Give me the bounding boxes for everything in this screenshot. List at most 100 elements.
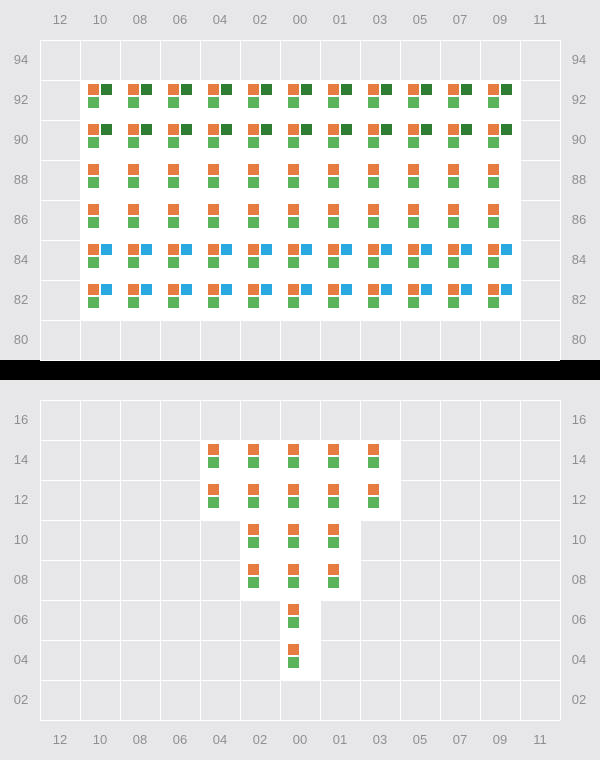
data-cell[interactable] (160, 160, 200, 200)
data-cell[interactable] (280, 520, 320, 560)
data-cell[interactable] (280, 640, 320, 680)
marker-bl (128, 137, 139, 148)
y-axis-label-right: 14 (564, 452, 594, 467)
data-cell[interactable] (480, 80, 520, 120)
data-cell[interactable] (80, 160, 120, 200)
data-cell[interactable] (280, 280, 320, 320)
data-cell[interactable] (240, 240, 280, 280)
data-cell[interactable] (200, 480, 240, 520)
data-cell[interactable] (160, 200, 200, 240)
data-cell[interactable] (320, 120, 360, 160)
data-cell[interactable] (360, 280, 400, 320)
data-cell[interactable] (360, 80, 400, 120)
data-cell[interactable] (240, 80, 280, 120)
data-cell[interactable] (280, 80, 320, 120)
data-cell[interactable] (400, 200, 440, 240)
data-cell[interactable] (280, 440, 320, 480)
data-cell[interactable] (480, 240, 520, 280)
data-cell[interactable] (320, 480, 360, 520)
data-cell[interactable] (240, 520, 280, 560)
data-cell[interactable] (280, 160, 320, 200)
data-cell[interactable] (200, 240, 240, 280)
data-cell[interactable] (440, 200, 480, 240)
data-cell[interactable] (240, 560, 280, 600)
data-cell[interactable] (400, 160, 440, 200)
data-cell[interactable] (200, 280, 240, 320)
data-cell[interactable] (240, 120, 280, 160)
data-cell[interactable] (280, 120, 320, 160)
data-cell[interactable] (320, 160, 360, 200)
data-cell[interactable] (400, 240, 440, 280)
marker-tl (248, 484, 259, 495)
marker-tl (328, 524, 339, 535)
marker-bl (248, 177, 259, 188)
data-cell[interactable] (200, 80, 240, 120)
data-cell[interactable] (360, 480, 400, 520)
data-cell[interactable] (120, 200, 160, 240)
data-cell[interactable] (320, 520, 360, 560)
data-cell[interactable] (160, 280, 200, 320)
data-cell[interactable] (400, 120, 440, 160)
data-cell[interactable] (360, 240, 400, 280)
data-cell[interactable] (160, 120, 200, 160)
data-cell[interactable] (360, 120, 400, 160)
data-cell[interactable] (120, 280, 160, 320)
marker-tl (488, 124, 499, 135)
data-cell[interactable] (320, 440, 360, 480)
data-cell[interactable] (320, 240, 360, 280)
data-cell[interactable] (440, 280, 480, 320)
marker-tl (128, 84, 139, 95)
data-cell[interactable] (280, 560, 320, 600)
data-cell[interactable] (240, 160, 280, 200)
data-cell[interactable] (440, 160, 480, 200)
marker-tr (181, 284, 192, 295)
data-cell[interactable] (480, 120, 520, 160)
data-cell[interactable] (400, 280, 440, 320)
data-cell[interactable] (240, 480, 280, 520)
data-cell[interactable] (320, 200, 360, 240)
data-cell[interactable] (120, 120, 160, 160)
data-cell[interactable] (240, 200, 280, 240)
data-cell[interactable] (280, 200, 320, 240)
marker-tr (381, 124, 392, 135)
data-cell[interactable] (440, 120, 480, 160)
data-cell[interactable] (80, 80, 120, 120)
data-cell[interactable] (360, 440, 400, 480)
data-cell[interactable] (480, 200, 520, 240)
data-cell[interactable] (280, 240, 320, 280)
data-cell[interactable] (200, 440, 240, 480)
data-cell[interactable] (200, 200, 240, 240)
data-cell[interactable] (320, 280, 360, 320)
data-cell[interactable] (160, 240, 200, 280)
data-cell[interactable] (280, 480, 320, 520)
data-cell[interactable] (240, 440, 280, 480)
data-cell[interactable] (120, 160, 160, 200)
marker-tl (168, 244, 179, 255)
data-cell[interactable] (160, 80, 200, 120)
x-axis-label: 06 (160, 732, 200, 747)
data-cell[interactable] (200, 120, 240, 160)
data-cell[interactable] (120, 240, 160, 280)
data-cell[interactable] (480, 160, 520, 200)
data-cell[interactable] (80, 120, 120, 160)
data-cell[interactable] (200, 160, 240, 200)
data-cell[interactable] (80, 200, 120, 240)
marker-tl (448, 164, 459, 175)
data-cell[interactable] (400, 80, 440, 120)
data-cell[interactable] (320, 80, 360, 120)
marker-tl (248, 564, 259, 575)
data-cell[interactable] (480, 280, 520, 320)
data-cell[interactable] (320, 560, 360, 600)
marker-tl (248, 84, 259, 95)
marker-tl (328, 564, 339, 575)
data-cell[interactable] (80, 280, 120, 320)
data-cell[interactable] (240, 280, 280, 320)
data-cell[interactable] (280, 600, 320, 640)
marker-tl (488, 284, 499, 295)
data-cell[interactable] (360, 200, 400, 240)
data-cell[interactable] (440, 80, 480, 120)
data-cell[interactable] (360, 160, 400, 200)
data-cell[interactable] (120, 80, 160, 120)
data-cell[interactable] (440, 240, 480, 280)
data-cell[interactable] (80, 240, 120, 280)
